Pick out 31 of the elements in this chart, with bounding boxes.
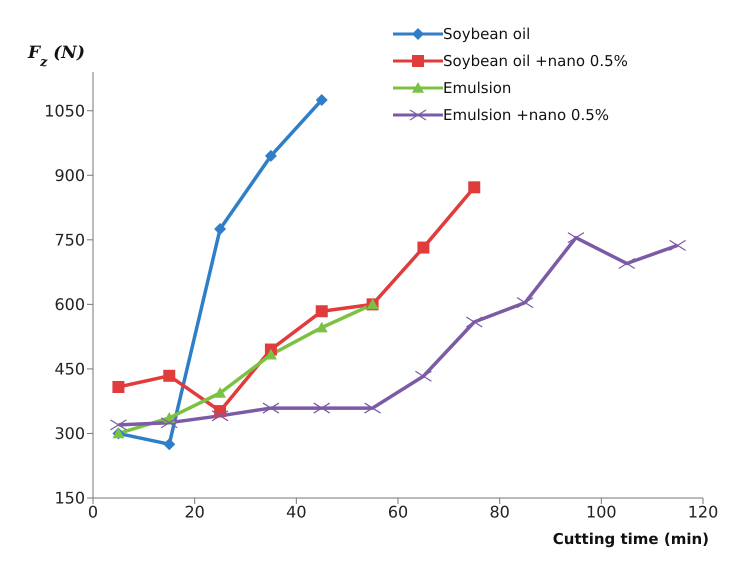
y-tick-label: 1050 xyxy=(44,101,85,120)
x-tick-label: 20 xyxy=(184,502,205,522)
x-tick-label: 100 xyxy=(586,502,617,522)
x-tick-label: 40 xyxy=(286,502,307,522)
y-tick-label: 450 xyxy=(54,360,85,379)
y-tick-label: 300 xyxy=(54,424,85,444)
y-tick-label: 750 xyxy=(54,230,85,250)
point xyxy=(264,150,277,162)
x-tick-label: 80 xyxy=(489,502,510,522)
legend-label: Soybean oil xyxy=(443,24,530,42)
point xyxy=(214,387,226,398)
point xyxy=(468,181,480,194)
y-tick-label: 150 xyxy=(54,488,85,508)
x-tick-label: 0 xyxy=(88,502,98,522)
y-tick-label: 600 xyxy=(54,295,85,314)
point xyxy=(163,438,176,450)
y-axis-title: F$_{z}$ (N) xyxy=(27,43,85,70)
legend-label: Emulsion xyxy=(443,78,512,96)
y-tick-label: 900 xyxy=(54,166,85,185)
x-axis-title: Cutting time (min) xyxy=(552,530,709,548)
point xyxy=(214,223,226,236)
legend-label: Soybean oil +nano 0.5% xyxy=(443,52,628,70)
point xyxy=(417,242,430,254)
point xyxy=(316,305,328,318)
point xyxy=(316,322,328,332)
legend-label: Emulsion +nano 0.5% xyxy=(443,106,610,124)
point xyxy=(112,380,124,393)
point xyxy=(316,94,328,106)
point xyxy=(163,370,176,382)
x-tick-label: 60 xyxy=(388,502,408,522)
x-tick-label: 120 xyxy=(688,502,718,522)
